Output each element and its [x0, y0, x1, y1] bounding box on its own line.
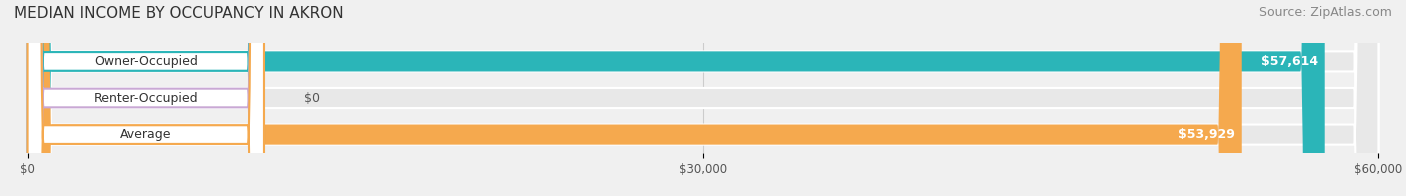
FancyBboxPatch shape [28, 0, 1324, 196]
FancyBboxPatch shape [28, 0, 264, 196]
FancyBboxPatch shape [28, 0, 1378, 196]
Text: Renter-Occupied: Renter-Occupied [93, 92, 198, 104]
FancyBboxPatch shape [28, 0, 1378, 196]
FancyBboxPatch shape [28, 0, 264, 196]
Text: $53,929: $53,929 [1178, 128, 1234, 141]
Text: Source: ZipAtlas.com: Source: ZipAtlas.com [1258, 6, 1392, 19]
Text: MEDIAN INCOME BY OCCUPANCY IN AKRON: MEDIAN INCOME BY OCCUPANCY IN AKRON [14, 6, 343, 21]
FancyBboxPatch shape [28, 0, 1378, 196]
FancyBboxPatch shape [28, 0, 264, 196]
Text: Owner-Occupied: Owner-Occupied [94, 55, 198, 68]
Text: $0: $0 [305, 92, 321, 104]
FancyBboxPatch shape [28, 0, 1241, 196]
Text: Average: Average [120, 128, 172, 141]
Text: $57,614: $57,614 [1261, 55, 1317, 68]
